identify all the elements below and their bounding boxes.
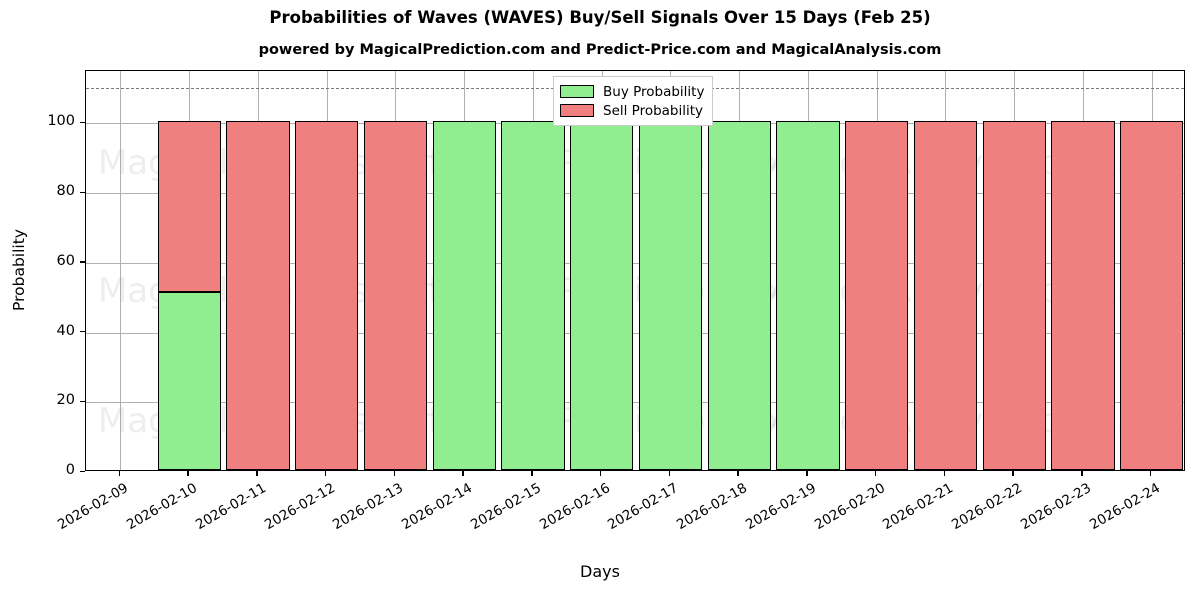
bar-group[interactable] [707,71,771,470]
x-tick-mark [737,471,739,476]
y-tick-mark [80,331,85,333]
chart-legend: Buy Probability Sell Probability [553,76,714,126]
y-tick-mark [80,261,85,263]
legend-item[interactable]: Buy Probability [560,82,704,101]
bar-group[interactable] [913,71,977,470]
x-tick-mark [531,471,533,476]
y-tick-label: 80 [56,183,75,200]
bar-segment-sell[interactable] [1051,121,1115,470]
x-tick-mark [1012,471,1014,476]
bar-group[interactable] [1120,71,1184,470]
x-tick-mark [187,471,189,476]
x-tick-mark [599,471,602,476]
bar-segment-sell[interactable] [982,121,1046,470]
bar-segment-sell[interactable] [845,121,909,470]
bar-segment-sell[interactable] [157,121,221,293]
gridline-horizontal [86,193,1184,195]
y-tick-mark [80,400,85,403]
x-tick-mark [806,471,808,476]
y-axis-label: Probability [10,228,28,311]
bar-segment-sell[interactable] [226,121,290,470]
y-tick-label: 0 [65,462,75,478]
bar-group[interactable] [295,71,359,470]
x-tick-mark [462,471,464,476]
bar-group[interactable] [570,71,634,470]
gridline-vertical [120,71,122,470]
y-tick-label: 60 [56,252,75,269]
x-tick-mark [393,471,396,476]
bar-segment-buy[interactable] [707,121,771,470]
y-tick-mark [80,191,85,193]
bar-group[interactable] [638,71,702,470]
y-tick-label: 40 [56,322,75,339]
legend-swatch-icon [560,85,594,98]
bar-segment-sell[interactable] [1120,121,1184,470]
bar-segment-buy[interactable] [776,121,840,470]
gridline-horizontal [86,402,1184,404]
bar-group[interactable] [982,71,1046,470]
x-tick-mark [324,471,327,476]
x-tick-mark [943,471,946,476]
x-tick-mark [1149,471,1152,476]
x-tick-mark [118,471,121,476]
legend-item[interactable]: Sell Probability [560,101,704,120]
bar-segment-buy[interactable] [501,121,565,470]
bar-group[interactable] [776,71,840,470]
bar-segment-buy[interactable] [638,121,702,470]
bar-group[interactable] [845,71,909,470]
y-tick-mark [80,121,85,124]
legend-swatch-icon [560,104,594,117]
bar-group[interactable] [432,71,496,470]
bar-group[interactable] [363,71,427,470]
x-tick-mark [1081,471,1083,476]
page-title: Probabilities of Waves (WAVES) Buy/Sell … [269,8,931,27]
bar-segment-buy[interactable] [157,292,221,470]
bar-group[interactable] [157,71,221,470]
bar-group[interactable] [226,71,290,470]
x-tick-mark [874,471,877,476]
bar-segment-sell[interactable] [913,121,977,470]
bar-segment-sell[interactable] [363,121,427,470]
x-tick-mark [256,471,258,476]
y-tick-label: 100 [47,113,75,130]
gridline-horizontal [86,262,1184,264]
plot-area: MagicalAnalysis.comMagicalPrediction.com… [85,70,1185,471]
legend-label: Buy Probability [603,83,705,100]
legend-label: Sell Probability [603,102,704,119]
bar-group[interactable] [501,71,565,470]
gridline-horizontal [86,332,1184,334]
bar-group[interactable] [1051,71,1115,470]
x-tick-mark [668,471,671,476]
chart-subtitle: powered by MagicalPrediction.com and Pre… [258,42,942,58]
y-tick-mark [80,470,85,472]
bar-segment-buy[interactable] [432,121,496,470]
y-tick-label: 20 [56,392,75,409]
bar-segment-buy[interactable] [570,121,634,470]
bar-segment-sell[interactable] [295,121,359,470]
x-axis-label: Days [580,562,620,581]
